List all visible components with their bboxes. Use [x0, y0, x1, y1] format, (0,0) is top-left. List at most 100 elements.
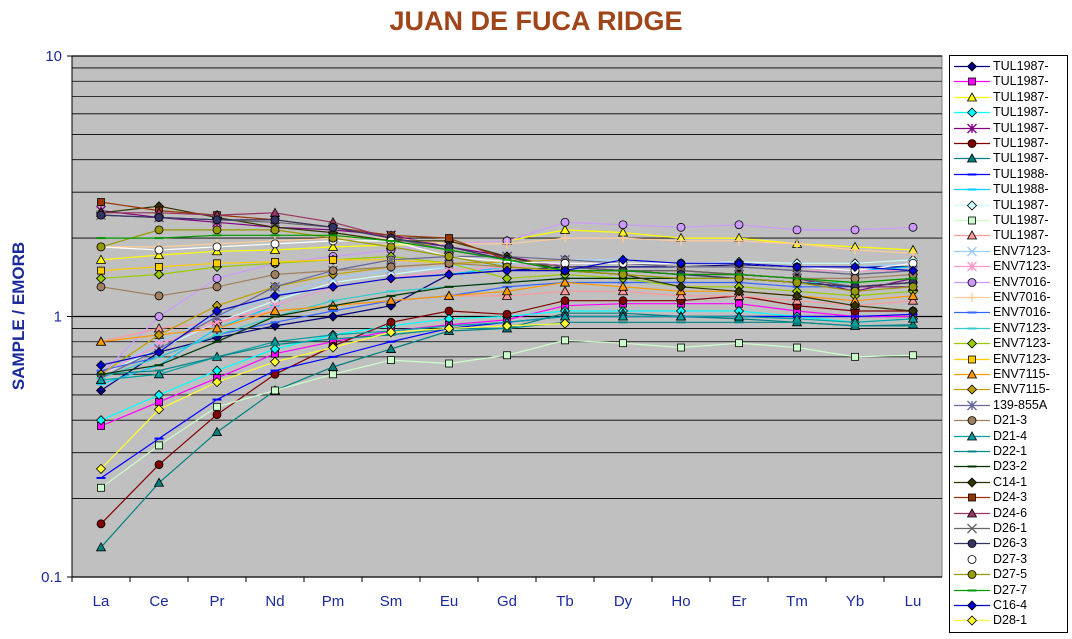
data-point: [733, 311, 745, 321]
legend-marker: [966, 91, 978, 102]
data-point: [851, 352, 859, 361]
data-point: [385, 343, 397, 353]
legend-symbol: [954, 173, 990, 176]
legend-symbol: [954, 554, 990, 564]
data-point: [850, 225, 860, 235]
data-point: [154, 460, 164, 470]
legend-symbol: [954, 493, 990, 502]
legend-item: 139-855A: [950, 398, 1067, 413]
legend-item: TUL1987-: [950, 228, 1067, 243]
data-point: [907, 295, 919, 305]
data-point: [153, 347, 165, 358]
data-point: [734, 236, 744, 246]
data-point: [153, 477, 165, 487]
data-point: [153, 389, 165, 400]
legend-label: D21-4: [993, 428, 1028, 443]
legend-symbol: [954, 384, 990, 395]
x-tick-label: Lu: [905, 593, 922, 610]
legend-item: D24-6: [950, 506, 1067, 521]
legend-item: D28-1: [950, 613, 1067, 628]
data-point: [560, 217, 570, 227]
data-point: [386, 317, 396, 327]
data-point: [676, 274, 686, 283]
legend-symbol: [954, 107, 990, 118]
data-point: [502, 239, 512, 249]
data-point: [95, 374, 107, 384]
data-point: [211, 426, 223, 436]
data-point: [909, 351, 917, 360]
legend-marker: [966, 600, 978, 611]
data-point: [386, 262, 396, 272]
data-point: [444, 306, 454, 316]
legend-label: D23-2: [993, 459, 1028, 474]
data-point: [155, 441, 163, 450]
legend-label: ENV7123-: [993, 243, 1051, 258]
legend-label: TUL1987-: [993, 228, 1049, 243]
legend-symbol: [954, 216, 990, 225]
data-point: [270, 239, 280, 249]
legend-item: C14-1: [950, 475, 1067, 490]
data-point: [618, 270, 628, 279]
data-point: [95, 415, 107, 426]
data-point: [445, 359, 453, 368]
y-tick-label: 1: [54, 309, 62, 326]
data-point: [618, 296, 628, 306]
x-tick-label: Pm: [322, 593, 345, 610]
data-point: [445, 234, 453, 242]
series-11: [97, 336, 917, 492]
legend-label: D22-1: [993, 444, 1028, 458]
data-point: [675, 258, 687, 269]
data-point: [212, 410, 222, 420]
data-point: [443, 269, 455, 280]
legend-item: D23-2: [950, 459, 1067, 474]
legend-item: TUL1987-: [950, 198, 1067, 213]
legend-marker: [967, 293, 977, 302]
legend-item: ENV7115-: [950, 367, 1067, 382]
data-point: [153, 269, 165, 280]
data-point: [269, 343, 281, 355]
chart-title: JUAN DE FUCA RIDGE: [389, 6, 683, 36]
legend-label: ENV7016-: [993, 274, 1051, 289]
legend-symbol: [954, 430, 990, 440]
data-point: [850, 245, 860, 255]
legend-label: TUL1987-: [993, 197, 1049, 212]
legend-item: ENV7123-: [950, 321, 1067, 336]
legend-label: D26-3: [993, 536, 1028, 551]
legend-marker: [967, 246, 977, 257]
x-tick-label: Tm: [786, 593, 808, 610]
legend-label: C16-4: [993, 598, 1028, 612]
legend-label: D28-1: [993, 613, 1028, 628]
data-point: [95, 542, 107, 552]
data-point: [96, 282, 106, 292]
chart-area: 10 1 0.1 La Ce Pr Nd Pm Sm Eu Gd Tb Dy Ho Er Tm Yb Lu SAM…: [9, 48, 943, 610]
legend-symbol: [954, 123, 990, 134]
legend-item: ENV7016-: [950, 290, 1067, 305]
data-point: [269, 356, 281, 367]
legend-label: D24-3: [993, 490, 1028, 505]
data-point: [791, 290, 803, 301]
legend-marker: [968, 493, 976, 502]
x-tick-label: Eu: [440, 593, 458, 610]
data-point: [327, 311, 339, 322]
legend-item: D27-7: [950, 583, 1067, 598]
data-point: [213, 402, 221, 411]
legend-label: D27-5: [993, 567, 1028, 582]
legend-marker: [967, 261, 977, 272]
data-point: [97, 483, 105, 492]
legend-item: D27-5: [950, 567, 1067, 582]
legend-marker: [966, 338, 978, 349]
legend-item: TUL1987-: [950, 151, 1067, 166]
data-point: [675, 290, 687, 300]
data-point: [617, 281, 629, 291]
legend-item: ENV7123-: [950, 352, 1067, 367]
legend-label: TUL1987-: [993, 74, 1049, 89]
y-tick-label: 0.1: [41, 569, 62, 586]
data-point: [271, 386, 279, 395]
data-point: [560, 296, 570, 306]
x-tick-label: Ce: [149, 593, 168, 610]
legend-label: TUL1988-: [993, 182, 1049, 197]
data-point: [329, 370, 337, 379]
series-37: [95, 318, 571, 474]
data-point: [793, 343, 801, 352]
legend-item: D24-3: [950, 490, 1067, 505]
